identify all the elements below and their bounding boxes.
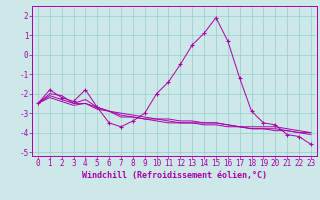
X-axis label: Windchill (Refroidissement éolien,°C): Windchill (Refroidissement éolien,°C) — [82, 171, 267, 180]
